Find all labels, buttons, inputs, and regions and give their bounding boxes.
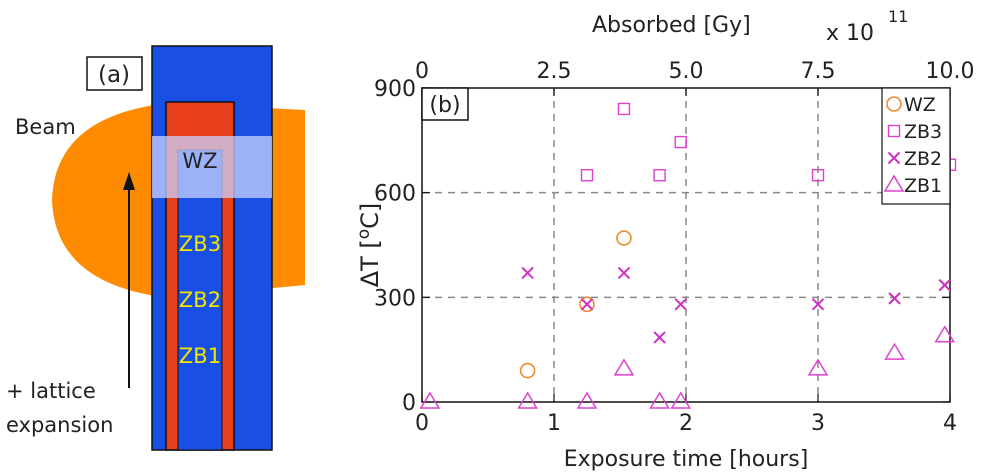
top-axis-multiplier-exponent: 11	[888, 7, 908, 26]
legend-marker-zb3	[887, 124, 901, 138]
data-point-zb3	[617, 102, 631, 116]
y-tick-label: 0	[402, 391, 416, 416]
legend-marker-wz	[886, 96, 902, 112]
data-point-zb2	[674, 298, 687, 311]
arrow-label-line2: expansion	[6, 413, 113, 437]
data-points	[419, 102, 957, 409]
data-point-zb1	[807, 358, 829, 376]
x-tick-label: 0	[415, 411, 429, 436]
data-point-zb2	[653, 331, 666, 344]
top-tick-label: 2.5	[537, 59, 572, 84]
grid-lines	[422, 88, 950, 402]
data-point-zb3	[653, 169, 666, 182]
inner-rect	[177, 149, 223, 451]
data-point-zb2	[888, 292, 901, 305]
y-label-main: ΔT [	[356, 239, 384, 287]
legend-marker-zb2	[887, 151, 901, 165]
x-tick-label: 4	[943, 411, 957, 436]
zb2-label: ZB2	[179, 288, 221, 312]
multiplier-base: x 10	[826, 21, 874, 46]
y-axis-label: ΔT [oC]	[354, 203, 384, 288]
legend-label-zb1: ZB1	[904, 175, 942, 197]
data-point-wz	[579, 296, 595, 313]
zb3-label: ZB3	[179, 232, 221, 256]
data-point-zb1	[419, 391, 441, 409]
y-axis-label-text: ΔT [oC]	[354, 203, 384, 288]
beam-label: Beam	[15, 115, 76, 139]
legend-box	[881, 87, 951, 205]
data-point-zb1	[670, 391, 692, 409]
legend-label-zb3: ZB3	[904, 121, 942, 143]
y-tick-label: 900	[374, 77, 416, 102]
panel-a-label-box	[86, 56, 143, 91]
top-axis-label: Absorbed [Gy]	[592, 13, 751, 38]
x-tick-label: 3	[811, 411, 825, 436]
data-point-zb3	[674, 135, 687, 149]
data-point-zb2	[617, 266, 631, 280]
top-axis-multiplier: x 10	[826, 21, 874, 46]
x-tick-label: 2	[679, 411, 693, 436]
y-label-sup: o	[354, 229, 374, 239]
legend-marker-zb1	[883, 174, 905, 192]
top-tick-label: 5.0	[669, 59, 704, 84]
top-tick-label: 10.0	[926, 59, 975, 84]
wz-overlay	[152, 136, 272, 198]
y-tick-label: 600	[374, 182, 416, 207]
top-tick-label: 7.5	[801, 59, 836, 84]
data-point-zb2	[580, 298, 594, 311]
legend-label-wz: WZ	[904, 94, 936, 116]
x-tick-label: 1	[547, 411, 561, 436]
data-point-zb1	[884, 342, 905, 360]
panel-b-label-box	[421, 87, 469, 121]
legend: WZ ZB3 ZB2 ZB1	[881, 87, 951, 205]
arrow-head	[123, 172, 135, 190]
data-point-zb3	[580, 169, 594, 182]
tick-labels: 0 1 2 3 4 0 2.5 5.0 7.5 10.0 0 300 600 900	[374, 59, 974, 436]
legend-label-zb2: ZB2	[904, 148, 942, 170]
data-point-zb3	[811, 169, 825, 182]
data-point-zb1	[613, 358, 635, 376]
data-point-zb1	[517, 391, 538, 409]
data-point-zb1	[649, 391, 670, 409]
arrow-label-line1: + lattice	[6, 379, 96, 403]
data-point-zb2	[938, 278, 951, 292]
zb1-label: ZB1	[179, 344, 221, 368]
top-tick-label: 0	[415, 59, 429, 84]
data-point-zb2	[521, 266, 534, 280]
data-point-zb1	[934, 325, 956, 343]
y-tick-label: 300	[374, 286, 416, 311]
panel-b-label: (b)	[429, 93, 460, 118]
x-axis-label: Exposure time [hours]	[564, 447, 809, 472]
panel-a-label: (a)	[98, 62, 130, 88]
wz-label: WZ	[182, 149, 217, 173]
panel-b-chart: 0 1 2 3 4 0 2.5 5.0 7.5 10.0 0 300 600 900 Exposure t…	[354, 7, 974, 472]
y-label-end: C]	[356, 203, 384, 229]
data-point-zb1	[576, 391, 598, 409]
data-point-zb2	[811, 298, 825, 311]
panel-a: WZ ZB3 ZB2 ZB1 (a) Beam + lattice expans…	[6, 45, 305, 451]
data-point-wz	[616, 230, 632, 246]
data-point-wz	[519, 362, 536, 379]
